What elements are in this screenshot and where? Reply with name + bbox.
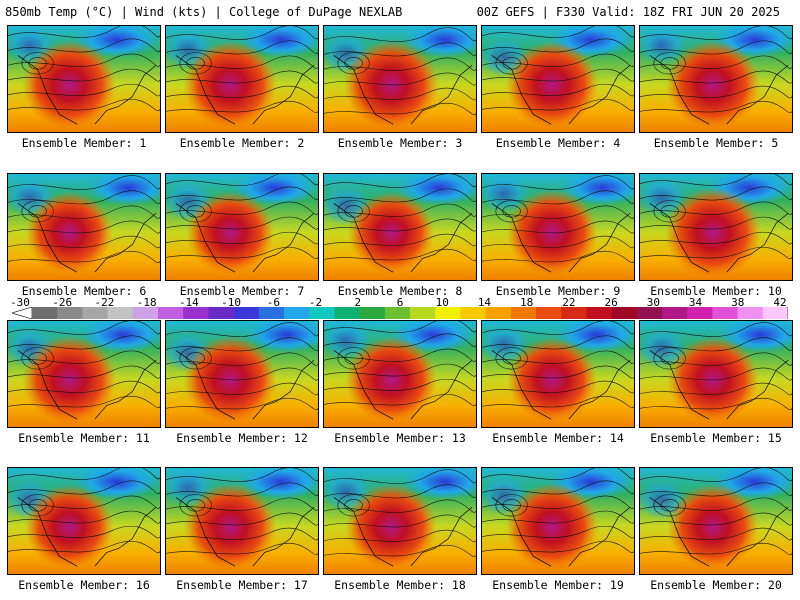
colorbar-tick-label: 42 [773, 296, 787, 309]
ensemble-member-label: Ensemble Member: 4 [495, 136, 621, 150]
ensemble-member-label: Ensemble Member: 5 [653, 136, 779, 150]
ensemble-member-label: Ensemble Member: 15 [650, 431, 782, 445]
colorbar-tick-label: 6 [396, 296, 404, 309]
temperature-colorbar [12, 306, 788, 319]
ensemble-member-map [639, 320, 793, 428]
colorbar-swatch [561, 307, 587, 319]
ensemble-member-label: Ensemble Member: 6 [21, 284, 147, 298]
colorbar-swatch [82, 307, 109, 319]
ensemble-member-map [7, 320, 161, 428]
colorbar-tick-label: 14 [477, 296, 492, 309]
ensemble-member-label: Ensemble Member: 1 [21, 136, 147, 150]
colorbar-tick-label: -10 [221, 296, 242, 309]
colorbar-swatch [284, 307, 310, 319]
ensemble-member-map [7, 467, 161, 575]
ensemble-member-label: Ensemble Member: 10 [650, 284, 782, 298]
colorbar-tick-label: -30 [10, 296, 30, 309]
colorbar-swatch [510, 307, 537, 319]
colorbar-swatch [158, 307, 184, 319]
model-run-info: 00Z GEFS | F330 Valid: 18Z FRI JUN 20 20… [476, 5, 780, 19]
ensemble-member-map [165, 320, 319, 428]
colorbar-swatch [687, 307, 713, 319]
map-title: 850mb Temp (°C) | Wind (kts) | College o… [5, 5, 403, 19]
colorbar-swatch [536, 307, 562, 319]
ensemble-member-label: Ensemble Member: 9 [495, 284, 621, 298]
colorbar-tick-label: -2 [308, 296, 323, 309]
colorbar-swatch [435, 307, 461, 319]
ensemble-member-map [481, 467, 635, 575]
ensemble-member-map [639, 25, 793, 133]
ensemble-member-map [323, 25, 477, 133]
ensemble-member-map [323, 320, 477, 428]
colorbar-swatch [384, 307, 411, 319]
ensemble-member-label: Ensemble Member: 17 [176, 578, 308, 592]
ensemble-member-map [7, 173, 161, 281]
colorbar-swatch [662, 307, 688, 319]
colorbar-tick-label: 22 [562, 296, 576, 309]
colorbar-swatch [107, 307, 134, 319]
colorbar-tick-label: 38 [731, 296, 745, 309]
ensemble-member-label: Ensemble Member: 18 [334, 578, 466, 592]
ensemble-member-label: Ensemble Member: 14 [492, 431, 624, 445]
ensemble-member-label: Ensemble Member: 12 [176, 431, 308, 445]
ensemble-member-label: Ensemble Member: 13 [334, 431, 466, 445]
ensemble-member-map [165, 467, 319, 575]
ensemble-member-label: Ensemble Member: 7 [179, 284, 305, 298]
colorbar-swatch [32, 307, 58, 319]
colorbar-swatch [586, 307, 613, 319]
ensemble-member-label: Ensemble Member: 16 [18, 578, 150, 592]
colorbar-swatch [233, 307, 260, 319]
colorbar-swatch [410, 307, 436, 319]
colorbar-tick-label: 26 [604, 296, 618, 309]
colorbar-swatch [258, 307, 285, 319]
ensemble-member-label: Ensemble Member: 8 [337, 284, 463, 298]
colorbar-tick-label: -22 [94, 296, 115, 309]
colorbar-swatch [712, 307, 739, 319]
colorbar-swatch [460, 307, 487, 319]
colorbar-swatch [208, 307, 235, 319]
ensemble-member-label: Ensemble Member: 3 [337, 136, 463, 150]
ensemble-member-map [639, 467, 793, 575]
ensemble-member-map [7, 25, 161, 133]
colorbar-tick-label: 10 [435, 296, 449, 309]
colorbar-swatch [334, 307, 361, 319]
ensemble-member-map [165, 25, 319, 133]
colorbar-swatch [183, 307, 209, 319]
ensemble-member-label: Ensemble Member: 2 [179, 136, 305, 150]
colorbar-tick-label: -14 [178, 296, 199, 309]
colorbar-tick-label: 34 [688, 296, 703, 309]
colorbar-swatch [737, 307, 764, 319]
ensemble-member-label: Ensemble Member: 19 [492, 578, 624, 592]
colorbar-swatch [309, 307, 335, 319]
colorbar-tick-labels: -30 -26 -22 -18 -14 -10 -6 -2 2 6 10 14 18 22 26 30 34 38… [10, 296, 787, 309]
colorbar-swatch [485, 307, 512, 319]
ensemble-member-map [481, 320, 635, 428]
colorbar-tick-label: -26 [52, 296, 73, 309]
ensemble-member-map [481, 173, 635, 281]
ensemble-member-map [481, 25, 635, 133]
colorbar-tick-label: 30 [646, 296, 660, 309]
colorbar-tick-label: -18 [136, 296, 157, 309]
ensemble-member-map [639, 173, 793, 281]
ensemble-member-map [323, 467, 477, 575]
ensemble-member-label: Ensemble Member: 20 [650, 578, 782, 592]
colorbar-swatch [762, 307, 788, 319]
ensemble-member-label: Ensemble Member: 11 [18, 431, 150, 445]
colorbar-swatch [636, 307, 663, 319]
colorbar-swatch [359, 307, 386, 319]
colorbar-swatch [132, 307, 159, 319]
colorbar-tick-label: -6 [266, 296, 280, 309]
ensemble-member-map [323, 173, 477, 281]
colorbar-tick-label: 2 [354, 296, 362, 309]
colorbar-swatch [611, 307, 638, 319]
colorbar-swatch [57, 307, 83, 319]
ensemble-member-map [165, 173, 319, 281]
colorbar-tick-label: 18 [520, 296, 534, 309]
